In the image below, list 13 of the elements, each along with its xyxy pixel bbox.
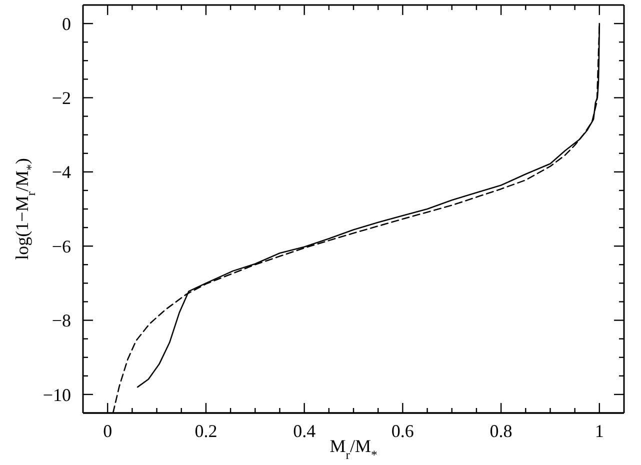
y-tick-label: 0 — [62, 14, 71, 34]
x-tick-label: 0.4 — [293, 421, 316, 441]
x-tick-label: 0.2 — [194, 421, 218, 441]
x-tick-label: 0 — [103, 421, 112, 441]
y-tick-label: −6 — [52, 236, 71, 256]
y-tick-label: −4 — [52, 162, 71, 182]
y-tick-label: −10 — [42, 384, 71, 405]
x-tick-label: 0.6 — [391, 421, 414, 441]
x-tick-label: 1 — [594, 421, 604, 441]
x-tick-label: 0.8 — [490, 421, 512, 441]
y-tick-label: −2 — [52, 88, 71, 108]
y-tick-label: −8 — [52, 310, 71, 331]
x-axis-title: M$_{r}$/M$_{*}$ — [330, 436, 378, 462]
